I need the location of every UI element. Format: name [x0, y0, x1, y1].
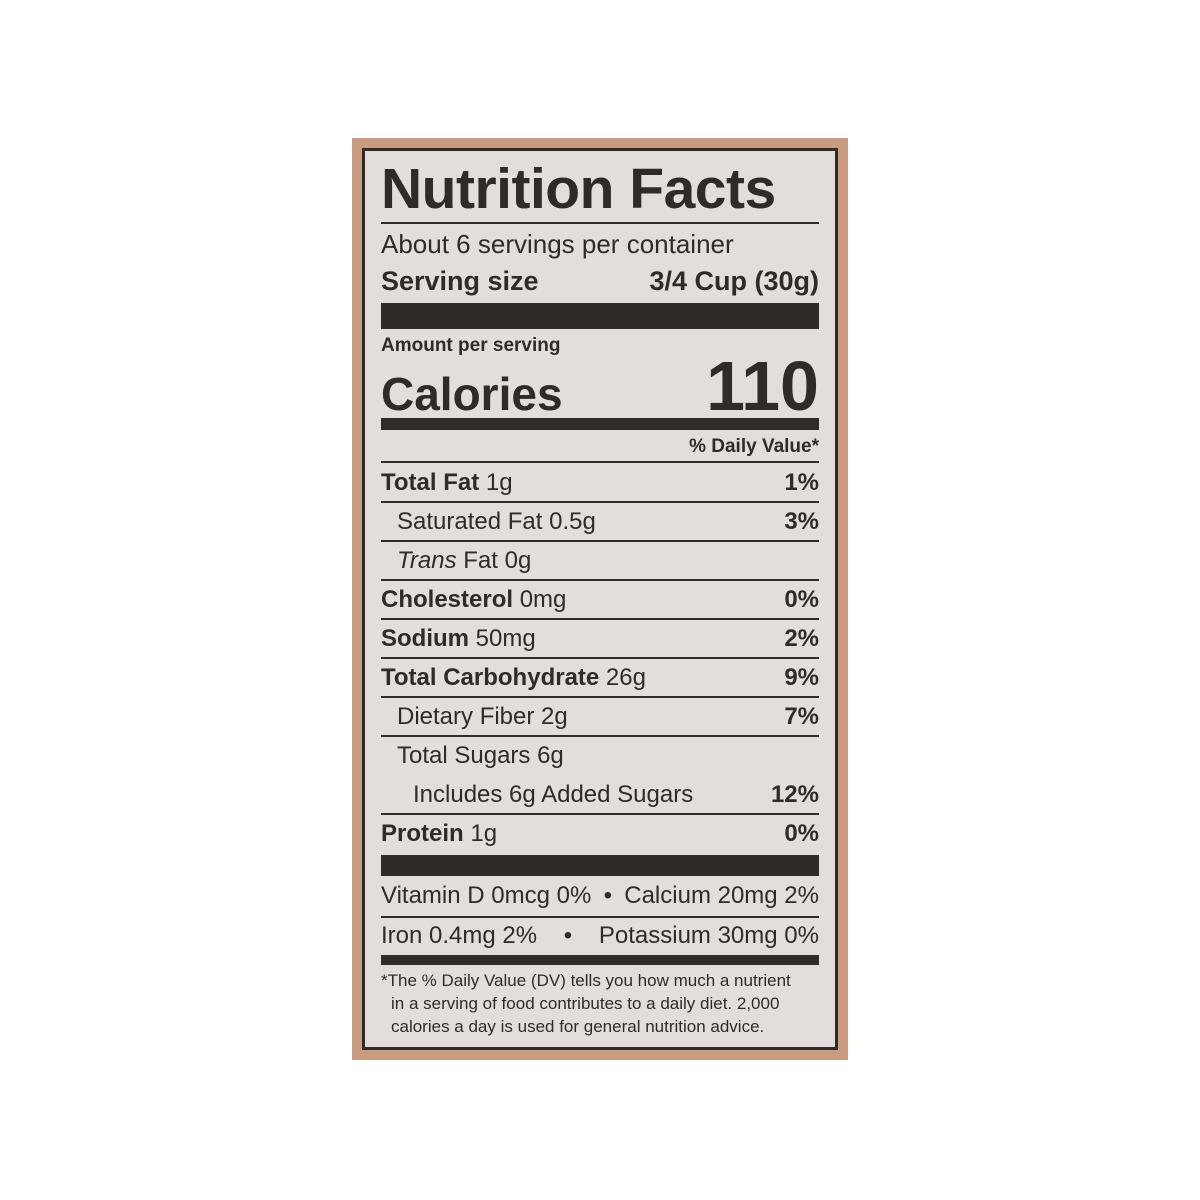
bullet: •	[603, 882, 612, 909]
nutrient-dv: 9%	[784, 664, 819, 691]
nutrient-row-total-sugars: Total Sugars 6g	[381, 737, 819, 776]
nutrient-row-saturated-fat: Saturated Fat 0.5g 3%	[381, 503, 819, 542]
nutrient-dv: 1%	[784, 469, 819, 496]
nutrient-amount: 1g	[485, 469, 513, 496]
nutrient-list: Total Fat 1g 1% Saturated Fat 0.5g 3% Tran…	[381, 464, 819, 854]
nutrient-dv: 0%	[784, 586, 819, 613]
thick-divider	[381, 855, 819, 876]
micros-row: Vitamin D 0mcg 0% • Calcium 20mg 2%	[381, 878, 819, 918]
nutrient-amount: 26g	[605, 664, 646, 691]
micros-row: Iron 0.4mg 2% • Potassium 30mg 0%	[381, 917, 819, 955]
nutrient-amount: 6g	[537, 742, 564, 769]
medium-divider	[381, 955, 819, 965]
nutrient-row-sodium: Sodium 50mg 2%	[381, 620, 819, 659]
nutrient-dv: 7%	[784, 703, 819, 730]
micro-left: Vitamin D 0mcg 0%	[381, 882, 592, 909]
servings-per-container: About 6 servings per container	[381, 229, 734, 259]
nutrient-name: Cholesterol	[381, 586, 514, 613]
nutrient-amount: 0mg	[519, 586, 567, 613]
nutrient-amount: 50mg	[475, 625, 536, 652]
nutrient-name: Total Carbohydrate	[381, 664, 600, 691]
nutrient-amount: 2g	[541, 703, 568, 730]
daily-value-header: % Daily Value*	[381, 433, 819, 463]
nutrient-row-total-fat: Total Fat 1g 1%	[381, 464, 819, 503]
nutrient-dv: 0%	[784, 820, 819, 847]
nutrient-name: Dietary Fiber	[397, 703, 535, 730]
nutrient-name: Total Fat	[381, 469, 480, 496]
divider	[381, 222, 819, 224]
serving-size-row: Serving size 3/4 Cup (30g)	[381, 263, 819, 299]
footnote-line: in a serving of food contributes to a da…	[391, 994, 780, 1013]
micro-left: Iron 0.4mg 2%	[381, 922, 538, 949]
nutrient-row-trans-fat: Trans Fat 0g	[381, 542, 819, 581]
micro-right: Calcium 20mg 2%	[624, 882, 819, 909]
micro-right: Potassium 30mg 0%	[598, 922, 819, 949]
nutrient-name: Total Sugars	[397, 742, 531, 769]
label-title: Nutrition Facts	[381, 157, 776, 221]
nutrient-amount: 0.5g	[549, 508, 596, 535]
nutrient-name: Sodium	[381, 625, 469, 652]
calories-label: Calories	[381, 368, 563, 420]
nutrient-name: Trans	[397, 547, 457, 574]
nutrient-amount: 1g	[470, 820, 498, 847]
nutrient-name: Includes 6g Added Sugars	[413, 781, 694, 808]
serving-size-label: Serving size	[381, 266, 539, 296]
nutrient-row-cholesterol: Cholesterol 0mg 0%	[381, 581, 819, 620]
nutrient-name-suffix: Fat	[463, 547, 498, 574]
nutrient-name: Saturated Fat	[397, 508, 543, 535]
nutrient-row-dietary-fiber: Dietary Fiber 2g 7%	[381, 698, 819, 737]
footnote-line: *The % Daily Value (DV) tells you how mu…	[381, 971, 791, 990]
bullet: •	[563, 922, 573, 949]
calories-row: Calories 110	[381, 347, 819, 427]
amount-per-serving: Amount per serving	[381, 335, 561, 356]
footnote: *The % Daily Value (DV) tells you how mu…	[381, 969, 819, 1038]
nutrient-row-protein: Protein 1g 0%	[381, 815, 819, 854]
medium-divider	[381, 418, 819, 430]
serving-size-value: 3/4 Cup (30g)	[649, 266, 819, 296]
nutrient-dv: 2%	[784, 625, 819, 652]
nutrient-name: Protein	[381, 820, 464, 847]
calories-value: 110	[706, 347, 819, 425]
nutrient-row-total-carbohydrate: Total Carbohydrate 26g 9%	[381, 659, 819, 698]
nutrient-amount: 0g	[504, 547, 532, 574]
nutrition-facts-panel: Nutrition Facts About 6 servings per con…	[362, 148, 838, 1050]
nutrient-dv: 12%	[770, 781, 819, 808]
nutrient-dv: 3%	[784, 508, 819, 535]
footnote-line: calories a day is used for general nutri…	[391, 1017, 765, 1036]
nutrient-row-added-sugars: Includes 6g Added Sugars 12%	[381, 776, 819, 815]
thick-divider	[381, 303, 819, 329]
label-background: Nutrition Facts About 6 servings per con…	[352, 138, 848, 1060]
